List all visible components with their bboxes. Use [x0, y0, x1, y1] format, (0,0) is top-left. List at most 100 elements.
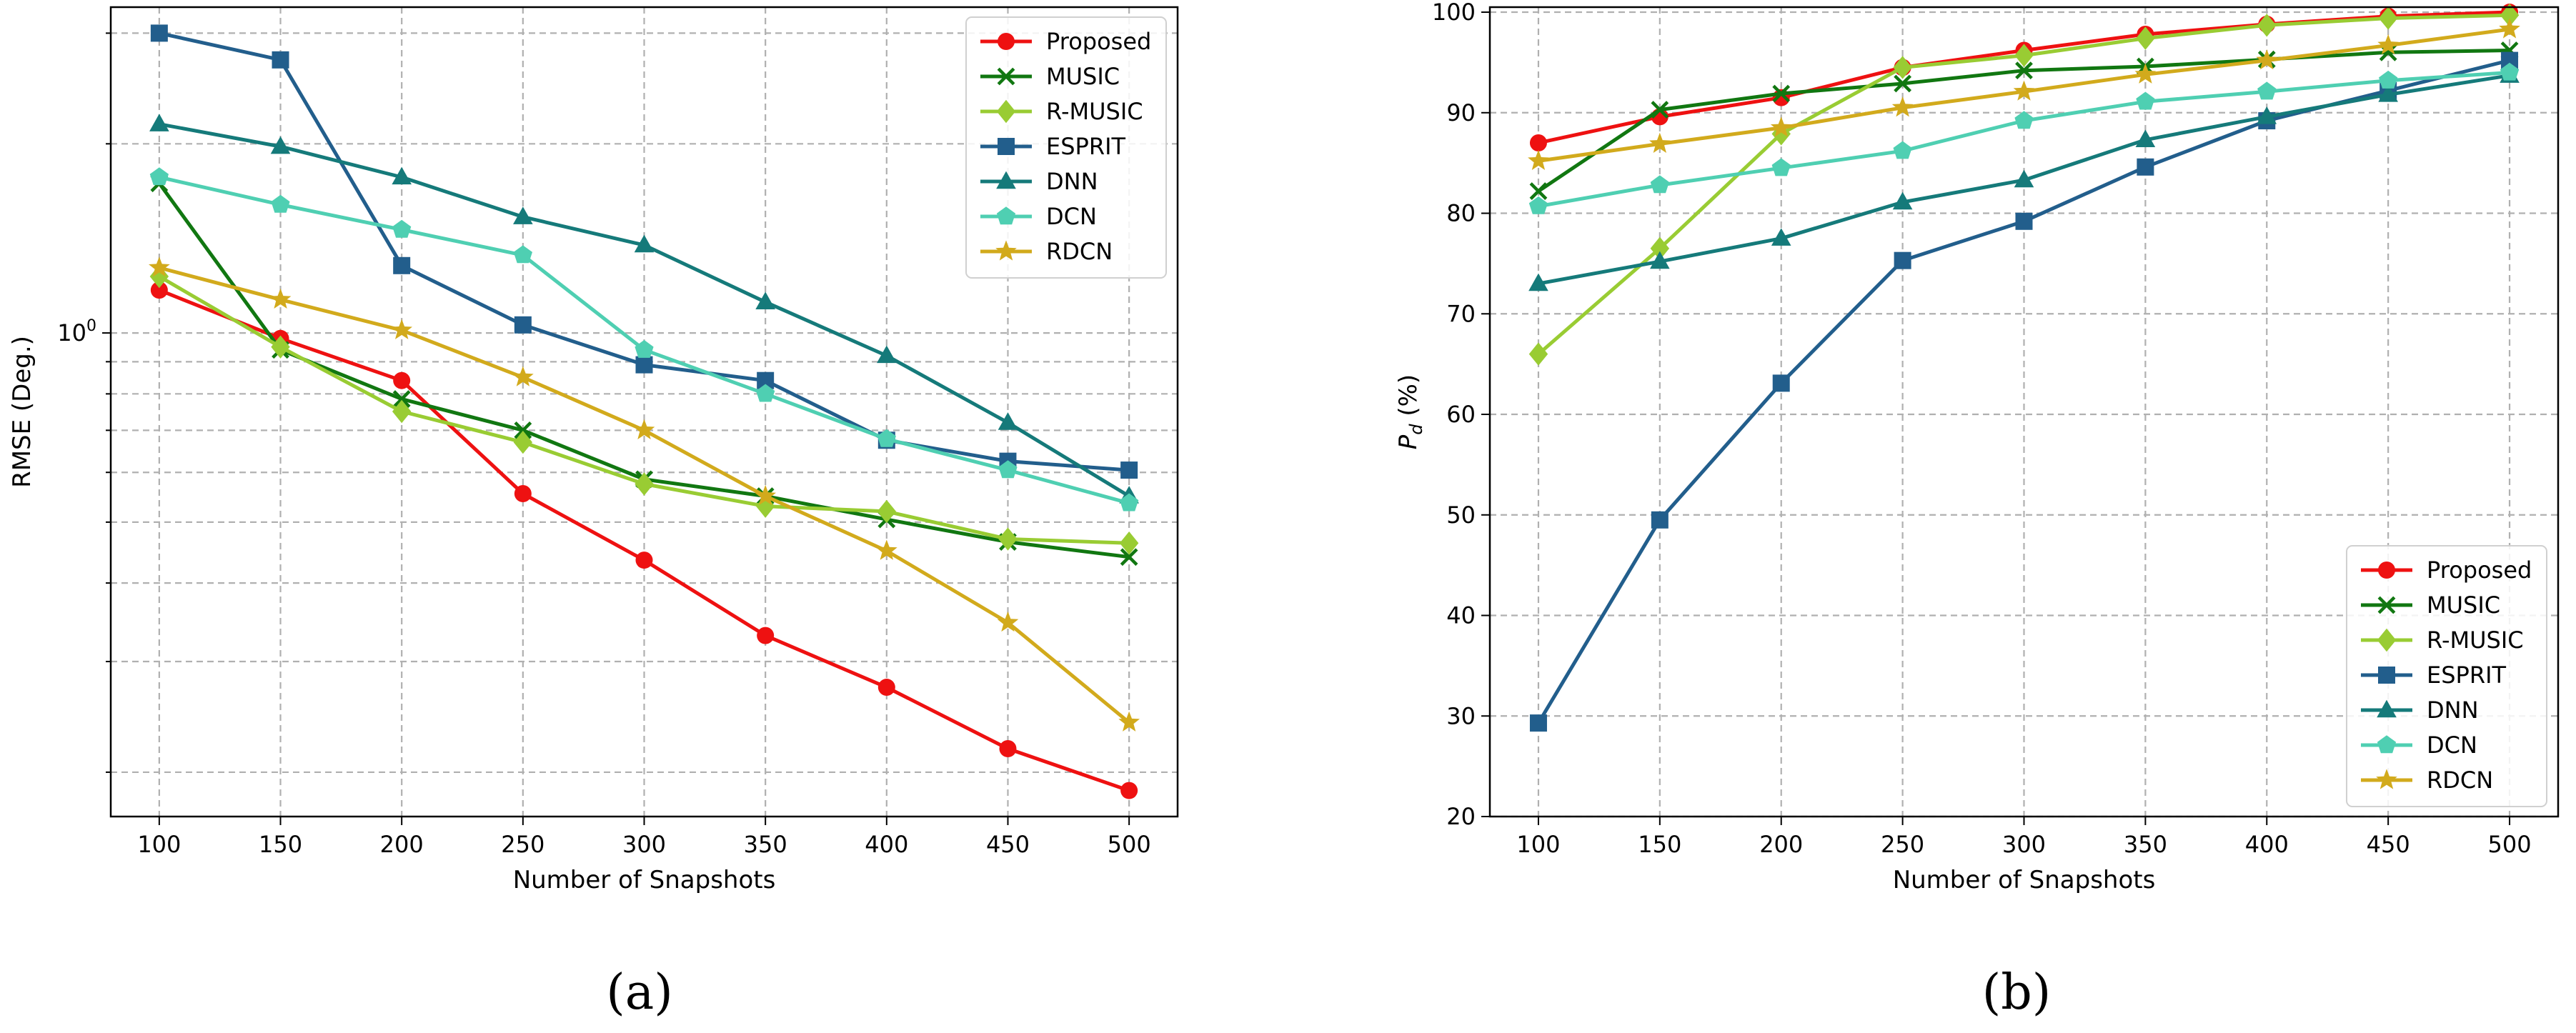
y-axis-label: Pd (%)	[1394, 374, 1426, 449]
data-point-dnn	[998, 412, 1018, 430]
data-point-dcn	[756, 384, 775, 402]
legend-entry: MUSIC	[2427, 592, 2500, 619]
legend-marker	[2377, 628, 2397, 652]
chart-panel-b: 100 150 200 250 300 350 400 450 500 20 30 40 50 60 70 8…	[1394, 0, 2560, 894]
data-point-esprit	[150, 24, 168, 42]
y-tick-label: 40	[1446, 602, 1476, 629]
x-tick-label: 450	[2367, 831, 2410, 858]
data-point-rdcn	[269, 288, 292, 309]
data-point-r-music	[998, 527, 1018, 551]
data-point-music	[2015, 61, 2033, 80]
x-tick-label: 200	[380, 831, 424, 858]
legend-marker	[2377, 735, 2397, 754]
data-point-esprit	[514, 316, 532, 334]
x-tick-label: 250	[501, 831, 544, 858]
legend-marker	[997, 67, 1015, 86]
data-point-music	[1772, 84, 1791, 103]
legend-entry: Proposed	[1046, 28, 1151, 55]
data-point-music	[514, 421, 532, 439]
data-point-rdcn	[149, 256, 170, 277]
x-tick-label: 300	[622, 831, 666, 858]
legend-marker	[2378, 667, 2395, 684]
data-point-r-music	[877, 499, 897, 524]
legend-entry: RDCN	[2427, 767, 2493, 794]
x-tick-label: 350	[744, 831, 787, 858]
legend-entry: MUSIC	[1046, 63, 1120, 90]
data-point-dnn	[392, 166, 412, 185]
y-tick-label: 70	[1446, 300, 1476, 327]
data-point-r-music	[2014, 44, 2034, 67]
legend-marker	[996, 99, 1016, 124]
data-point-rdcn	[633, 419, 655, 439]
data-point-proposed	[999, 739, 1017, 757]
legend-marker	[2376, 769, 2397, 789]
legend-entry: DNN	[1046, 168, 1098, 195]
legend: Proposed MUSIC R-MUSIC ESPRIT DNN DCN RDCN	[2346, 545, 2547, 807]
data-point-proposed	[393, 371, 411, 389]
legend-marker	[996, 171, 1016, 189]
data-point-rdcn	[1649, 132, 1671, 153]
chart-panel-a: 100 150 200 250 300 350 400 450 500 100 Number of …	[8, 6, 1179, 894]
x-tick-label: 400	[2245, 831, 2289, 858]
data-point-rdcn	[2499, 18, 2520, 39]
x-axis-label: Number of Snapshots	[513, 866, 776, 894]
legend-marker	[2378, 562, 2395, 579]
data-point-dnn	[2257, 106, 2277, 124]
data-point-dcn	[2136, 91, 2155, 110]
data-point-dnn	[755, 291, 775, 309]
data-point-proposed	[150, 281, 168, 299]
data-point-music	[392, 390, 411, 408]
legend-marker	[2377, 596, 2396, 614]
data-point-r-music	[2136, 26, 2155, 50]
data-point-esprit	[1772, 374, 1790, 392]
y-tick-label: 30	[1446, 702, 1476, 729]
data-point-rdcn	[2013, 80, 2035, 101]
data-point-esprit	[1894, 251, 1911, 269]
data-point-proposed	[514, 485, 532, 503]
data-point-rdcn	[1528, 149, 1549, 170]
data-point-rdcn	[755, 484, 776, 506]
data-point-dnn	[2378, 84, 2398, 102]
data-point-dcn	[2257, 81, 2277, 100]
data-point-dcn	[1120, 493, 1139, 511]
legend-entry: R-MUSIC	[2427, 627, 2524, 654]
data-point-dnn	[1771, 228, 1791, 246]
data-point-proposed	[635, 552, 653, 569]
data-point-dcn	[1893, 141, 1912, 159]
x-tick-label: 100	[1516, 831, 1560, 858]
data-point-r-music	[2257, 14, 2277, 37]
y-tick-label: 100	[1432, 0, 1476, 26]
legend-box	[2346, 545, 2547, 807]
x-tick-label: 250	[1881, 831, 1924, 858]
legend-marker	[995, 240, 1017, 261]
y-tick-label: 20	[1446, 803, 1476, 830]
data-point-dcn	[2379, 70, 2398, 89]
data-point-dcn	[2014, 111, 2034, 129]
x-tick-label: 500	[1108, 831, 1151, 858]
legend-entry: DNN	[2427, 697, 2479, 724]
x-tick-label: 100	[137, 831, 181, 858]
data-point-rdcn	[2377, 34, 2399, 55]
x-tick-label: 500	[2488, 831, 2532, 858]
legend-marker	[2377, 699, 2397, 718]
legend-entry: RDCN	[1046, 238, 1113, 265]
caption-a: (a)	[606, 964, 673, 1021]
legend-marker	[998, 138, 1015, 155]
x-tick-label: 150	[259, 831, 302, 858]
data-point-rdcn	[2256, 49, 2278, 70]
data-point-dcn	[149, 167, 169, 186]
legend-marker	[998, 33, 1015, 50]
data-point-r-music	[2378, 6, 2398, 30]
data-point-proposed	[877, 679, 895, 697]
data-point-r-music	[513, 430, 533, 454]
data-point-dnn	[270, 136, 291, 154]
data-point-rdcn	[1770, 116, 1792, 137]
data-point-rdcn	[2134, 63, 2157, 84]
x-tick-label: 450	[986, 831, 1030, 858]
x-tick-label: 300	[2002, 831, 2046, 858]
data-point-proposed	[1120, 782, 1138, 799]
data-point-proposed	[1529, 134, 1547, 152]
data-point-esprit	[272, 51, 289, 69]
data-point-dnn	[2014, 169, 2034, 188]
